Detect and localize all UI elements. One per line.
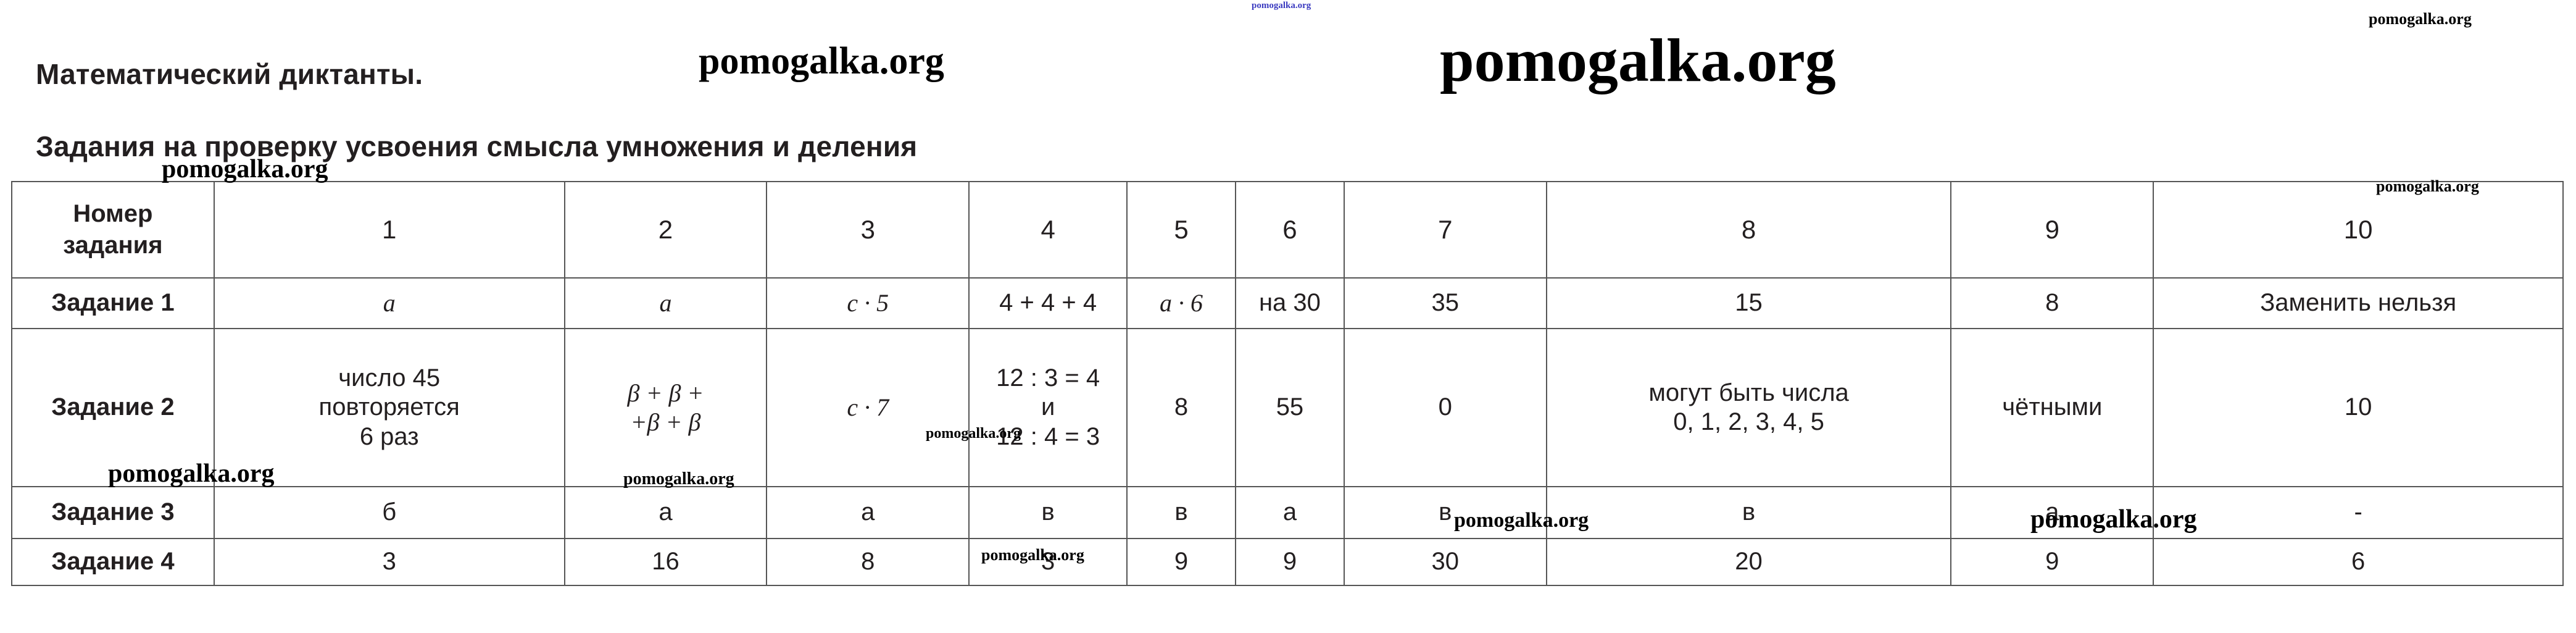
cell-r3-c1: б (213, 486, 565, 539)
table-corner-header: Номер задания (11, 181, 215, 279)
cell-text: a (659, 288, 672, 317)
cell-r3-c4: в (968, 486, 1128, 539)
cell-r1-c10: Заменить нельзя (2153, 277, 2564, 329)
cell-r3-c2: а (563, 486, 768, 539)
cell-line: 6 раз (359, 422, 419, 450)
cell-r4-c10: 6 (2153, 538, 2564, 586)
cell-line: 0, 1, 2, 3, 4, 5 (1673, 408, 1824, 435)
cell-r1-c1: a (213, 277, 565, 329)
row-header-4: Задание 4 (11, 538, 215, 586)
cell-r2-c4: 12 : 3 = 4 и 12 : 4 = 3 (968, 328, 1128, 487)
cell-r3-c10: - (2153, 486, 2564, 539)
watermark-wm-top-tiny: pomogalka.org (1252, 1, 1311, 10)
row-header-1: Задание 1 (11, 277, 215, 329)
column-header-2: 2 (563, 181, 768, 279)
cell-r3-c7: в (1343, 486, 1547, 539)
cell-r4-c9: 9 (1950, 538, 2154, 586)
page-subtitle-line-2: Задания на проверку усвоения смысла умно… (36, 130, 918, 163)
table-row: Задание 4 3 16 8 3 9 9 30 20 9 6 (11, 538, 2564, 586)
cell-line: и (1041, 393, 1055, 421)
column-header-1: 1 (213, 181, 565, 279)
cell-r2-c5: 8 (1126, 328, 1236, 487)
corner-header-line-1: Номер (73, 199, 153, 227)
cell-r4-c7: 30 (1343, 538, 1547, 586)
cell-r2-c1: число 45 повторяется 6 раз (213, 328, 565, 487)
cell-r3-c9: а (1950, 486, 2154, 539)
cell-r4-c1: 3 (213, 538, 565, 586)
cell-text: a · 6 (1160, 288, 1203, 317)
cell-text: c · 7 (847, 393, 889, 421)
cell-line: β + β + (627, 379, 704, 407)
cell-r2-c6: 55 (1234, 328, 1345, 487)
cell-r2-c9: чётными (1950, 328, 2154, 487)
column-header-8: 8 (1545, 181, 1952, 279)
cell-line: могут быть числа (1648, 379, 1849, 406)
cell-r4-c4: 3 (968, 538, 1128, 586)
row-header-2: Задание 2 (11, 328, 215, 487)
cell-r1-c5: a · 6 (1126, 277, 1236, 329)
corner-header-line-2: задания (63, 232, 163, 259)
cell-r2-c10: 10 (2153, 328, 2564, 487)
column-header-5: 5 (1126, 181, 1236, 279)
cell-r2-c7: 0 (1343, 328, 1547, 487)
row-header-3: Задание 3 (11, 486, 215, 539)
cell-r4-c2: 16 (563, 538, 768, 586)
cell-r1-c6: на 30 (1234, 277, 1345, 329)
cell-line: повторяется (318, 393, 460, 421)
cell-r1-c2: a (563, 277, 768, 329)
table-header-row: Номер задания 1 2 3 4 5 6 7 8 9 10 (11, 181, 2564, 279)
cell-text: a (383, 288, 396, 317)
cell-r1-c7: 35 (1343, 277, 1547, 329)
cell-r1-c4: 4 + 4 + 4 (968, 277, 1128, 329)
cell-r4-c6: 9 (1234, 538, 1345, 586)
watermark-wm-title-mid: pomogalka.org (699, 40, 944, 82)
table-row: Задание 2 число 45 повторяется 6 раз β + β +… (11, 328, 2564, 487)
table-header: Номер задания 1 2 3 4 5 6 7 8 9 10 (11, 181, 2564, 279)
column-header-6: 6 (1234, 181, 1345, 279)
cell-r3-c5: в (1126, 486, 1236, 539)
cell-r2-c8: могут быть числа 0, 1, 2, 3, 4, 5 (1545, 328, 1952, 487)
cell-r1-c9: 8 (1950, 277, 2154, 329)
cell-r1-c8: 15 (1545, 277, 1952, 329)
cell-line: 12 : 4 = 3 (996, 422, 1100, 450)
column-header-10: 10 (2153, 181, 2564, 279)
column-header-9: 9 (1950, 181, 2154, 279)
column-header-7: 7 (1343, 181, 1547, 279)
cell-r1-c3: c · 5 (766, 277, 970, 329)
cell-line: 12 : 3 = 4 (996, 364, 1100, 392)
cell-r3-c3: а (766, 486, 970, 539)
page-title-line-1: Математический диктанты. (36, 57, 423, 90)
cell-r4-c5: 9 (1126, 538, 1236, 586)
cell-text: c · 5 (847, 288, 889, 317)
column-header-3: 3 (766, 181, 970, 279)
cell-line: число 45 (338, 364, 441, 392)
cell-r2-c2: β + β + +β + β (563, 328, 768, 487)
cell-r3-c6: а (1234, 486, 1345, 539)
watermark-wm-top-right: pomogalka.org (2369, 10, 2472, 28)
cell-r4-c8: 20 (1545, 538, 1952, 586)
watermark-wm-title-big: pomogalka.org (1440, 26, 1836, 94)
column-header-4: 4 (968, 181, 1128, 279)
cell-r3-c8: в (1545, 486, 1952, 539)
cell-r2-c3: c · 7 (766, 328, 970, 487)
cell-r4-c3: 8 (766, 538, 970, 586)
cell-line: +β + β (630, 408, 701, 436)
table-row: Задание 1 a a c · 5 4 + 4 + 4 a · 6 на 30 35 15 8… (11, 277, 2564, 329)
